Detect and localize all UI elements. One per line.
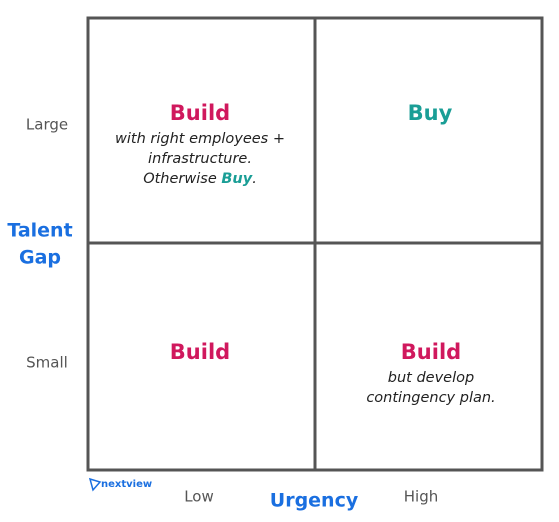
cell-headline: Build [170, 340, 230, 364]
note-segment: Otherwise [143, 171, 221, 187]
cell-note: but develop [388, 370, 474, 386]
cell-note: infrastructure. [148, 151, 252, 167]
y-label: Small [26, 354, 68, 372]
logo: nextview [88, 477, 152, 492]
note-segment: infrastructure. [148, 151, 252, 167]
cell-headline: Build [170, 101, 230, 125]
y-axis-title: Talent [7, 220, 72, 242]
y-axis-title: Gap [19, 247, 61, 269]
cell-note: contingency plan. [366, 390, 495, 406]
note-segment: but develop [388, 370, 474, 386]
note-segment: contingency plan. [366, 390, 495, 406]
logo-text: nextview [101, 479, 152, 490]
cell-note: with right employees + [115, 131, 285, 147]
x-label: Low [184, 488, 214, 506]
logo-icon [88, 477, 102, 492]
cell-note: Otherwise Buy. [143, 171, 257, 187]
cells: Build with right employees + infrastructur… [115, 101, 496, 406]
cell-headline: Build [401, 340, 461, 364]
note-segment: with right employees + [115, 131, 285, 147]
x-axis-title: Urgency [270, 490, 359, 512]
note-segment: Buy [221, 171, 252, 187]
cell-headline: Buy [408, 101, 453, 125]
x-label: High [404, 488, 438, 506]
y-label: Large [26, 116, 68, 134]
note-segment: . [252, 171, 257, 187]
